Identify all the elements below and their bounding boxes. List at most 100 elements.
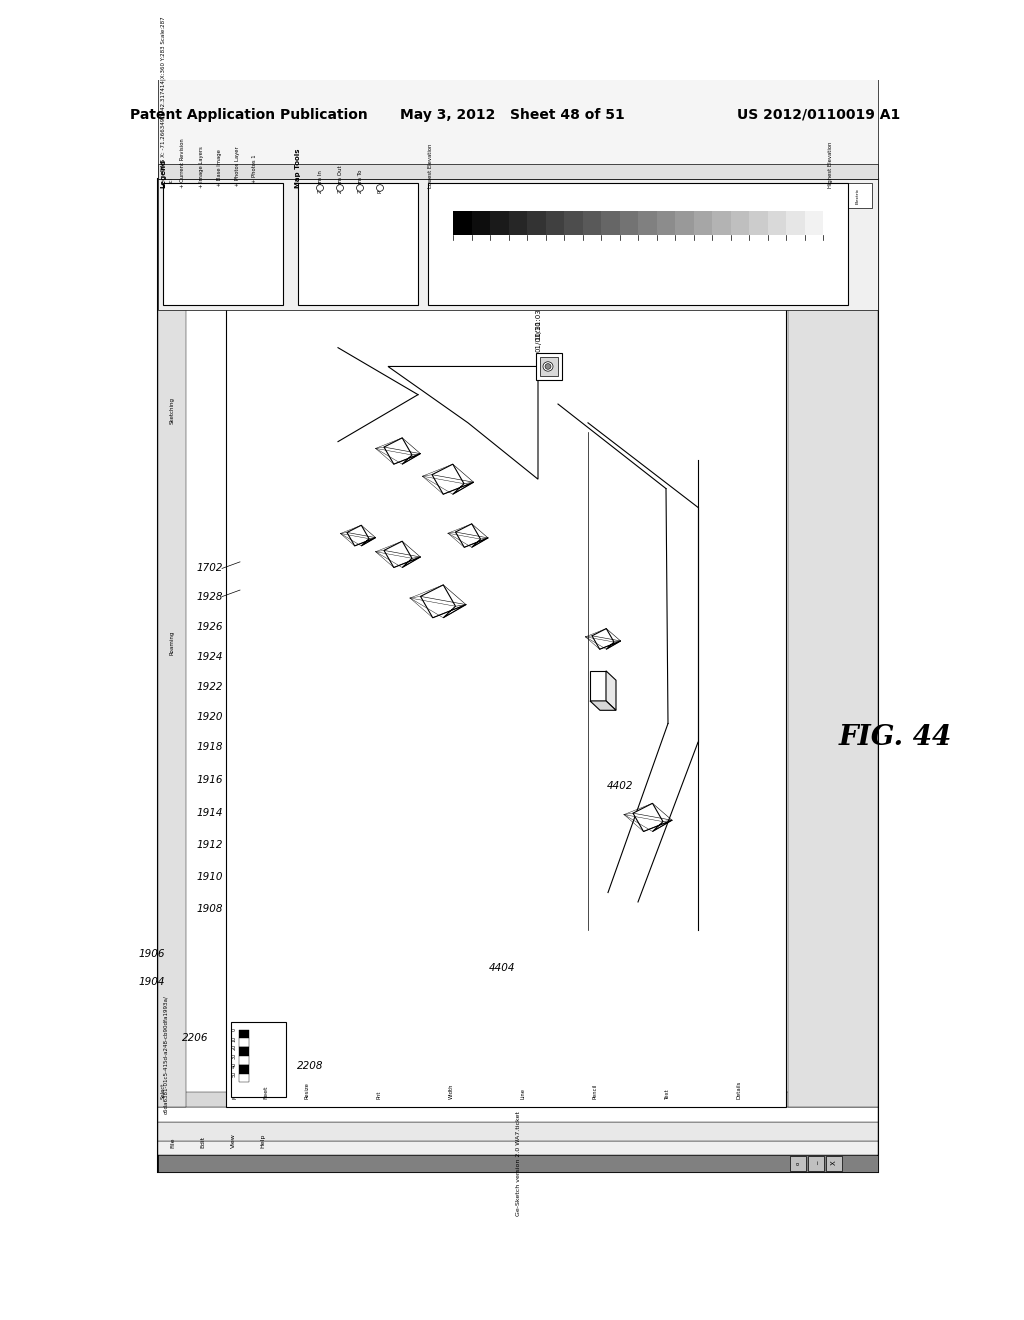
Text: File: File: [171, 1138, 175, 1148]
Circle shape: [337, 185, 343, 191]
Text: 40: 40: [231, 1061, 237, 1068]
Polygon shape: [638, 211, 656, 235]
Text: Map Tools: Map Tools: [295, 148, 301, 187]
Polygon shape: [693, 211, 712, 235]
Polygon shape: [692, 183, 720, 207]
Polygon shape: [620, 211, 638, 235]
Polygon shape: [158, 178, 878, 1172]
Polygon shape: [158, 1155, 878, 1172]
Polygon shape: [768, 211, 786, 235]
Polygon shape: [527, 211, 546, 235]
Text: Edit: Edit: [201, 1137, 206, 1148]
Text: + Base Image: + Base Image: [216, 149, 221, 187]
Text: _: _: [813, 1162, 819, 1164]
Text: 1906: 1906: [138, 949, 165, 958]
Text: Symbols: Symbols: [780, 186, 784, 205]
Text: 20: 20: [231, 1044, 237, 1051]
Polygon shape: [490, 211, 509, 235]
Text: Pencil: Pencil: [593, 1084, 597, 1100]
Polygon shape: [239, 1073, 249, 1082]
Text: FIG. 44: FIG. 44: [839, 725, 951, 751]
Text: Resize: Resize: [304, 1082, 309, 1100]
Text: May 3, 2012   Sheet 48 of 51: May 3, 2012 Sheet 48 of 51: [399, 108, 625, 121]
Text: 1702: 1702: [197, 564, 223, 573]
Polygon shape: [730, 211, 749, 235]
Text: 10: 10: [231, 1035, 237, 1041]
Polygon shape: [583, 211, 601, 235]
Text: Feet: Feet: [263, 1086, 268, 1100]
Text: 1908: 1908: [197, 904, 223, 915]
Text: 1912: 1912: [197, 840, 223, 850]
Text: 2206: 2206: [181, 1034, 208, 1043]
Text: Details: Details: [736, 1081, 741, 1100]
Polygon shape: [298, 183, 418, 305]
Text: Patent Application Publication: Patent Application Publication: [130, 108, 368, 121]
Polygon shape: [388, 367, 538, 479]
Polygon shape: [384, 541, 421, 568]
Text: 1920: 1920: [197, 711, 223, 722]
Polygon shape: [239, 1030, 249, 1039]
Polygon shape: [656, 211, 675, 235]
Circle shape: [356, 185, 364, 191]
Polygon shape: [509, 211, 527, 235]
Text: Legend: Legend: [160, 158, 166, 187]
Polygon shape: [654, 183, 682, 207]
Polygon shape: [453, 211, 471, 235]
Polygon shape: [432, 465, 473, 494]
Polygon shape: [749, 211, 768, 235]
Polygon shape: [471, 211, 490, 235]
Polygon shape: [790, 1155, 806, 1171]
Text: + Image Layers: + Image Layers: [199, 147, 204, 187]
Polygon shape: [590, 701, 616, 710]
Text: Sketching: Sketching: [170, 397, 174, 424]
Polygon shape: [158, 1122, 878, 1140]
Text: Ge-Sketch version 2.0 WA7.ticket: Ge-Sketch version 2.0 WA7.ticket: [515, 1110, 520, 1216]
Polygon shape: [633, 804, 672, 832]
Text: 1928: 1928: [197, 591, 223, 602]
Text: DMS X: -71.266349 Y: 42.317414|X:360 Y:283 Scale:287: DMS X: -71.266349 Y: 42.317414|X:360 Y:2…: [160, 16, 166, 172]
Circle shape: [545, 363, 551, 370]
Text: Electric: Electric: [856, 187, 860, 203]
Polygon shape: [806, 183, 834, 207]
Text: Highest Elevation: Highest Elevation: [828, 141, 833, 187]
Text: Lowest Elevation: Lowest Elevation: [428, 144, 433, 187]
Text: + Current Revision: + Current Revision: [180, 139, 185, 187]
Polygon shape: [844, 183, 872, 207]
Polygon shape: [808, 1155, 824, 1171]
Polygon shape: [546, 211, 564, 235]
Text: 1918: 1918: [197, 742, 223, 752]
Polygon shape: [601, 211, 620, 235]
Polygon shape: [428, 183, 848, 305]
Text: Zoom Out: Zoom Out: [338, 165, 342, 193]
Polygon shape: [239, 1039, 249, 1047]
Text: 0: 0: [231, 1028, 237, 1031]
Text: Roaming: Roaming: [170, 631, 174, 655]
Text: o: o: [796, 1162, 801, 1164]
Polygon shape: [231, 1022, 286, 1097]
Polygon shape: [239, 1047, 249, 1056]
Text: Zoom In: Zoom In: [317, 170, 323, 193]
Polygon shape: [158, 178, 186, 1106]
Polygon shape: [158, 1106, 878, 1122]
Text: 1922: 1922: [197, 682, 223, 692]
Text: 4402: 4402: [607, 781, 633, 792]
Polygon shape: [564, 211, 583, 235]
Polygon shape: [606, 671, 616, 710]
Text: 1916: 1916: [197, 775, 223, 785]
Polygon shape: [788, 178, 878, 1106]
Text: 50: 50: [231, 1071, 237, 1077]
Text: View: View: [230, 1133, 236, 1148]
Text: 1904: 1904: [138, 977, 165, 987]
Text: 2208: 2208: [297, 1061, 324, 1072]
Polygon shape: [540, 358, 558, 376]
Polygon shape: [239, 1065, 249, 1073]
Polygon shape: [421, 585, 466, 618]
Polygon shape: [239, 1056, 249, 1065]
Text: 1910: 1910: [197, 871, 223, 882]
Text: Undo: Undo: [742, 190, 746, 201]
Text: Ticket: Ticket: [170, 170, 174, 186]
Polygon shape: [456, 524, 488, 548]
Polygon shape: [730, 183, 758, 207]
Polygon shape: [158, 164, 878, 178]
Text: Move: Move: [232, 1085, 238, 1100]
